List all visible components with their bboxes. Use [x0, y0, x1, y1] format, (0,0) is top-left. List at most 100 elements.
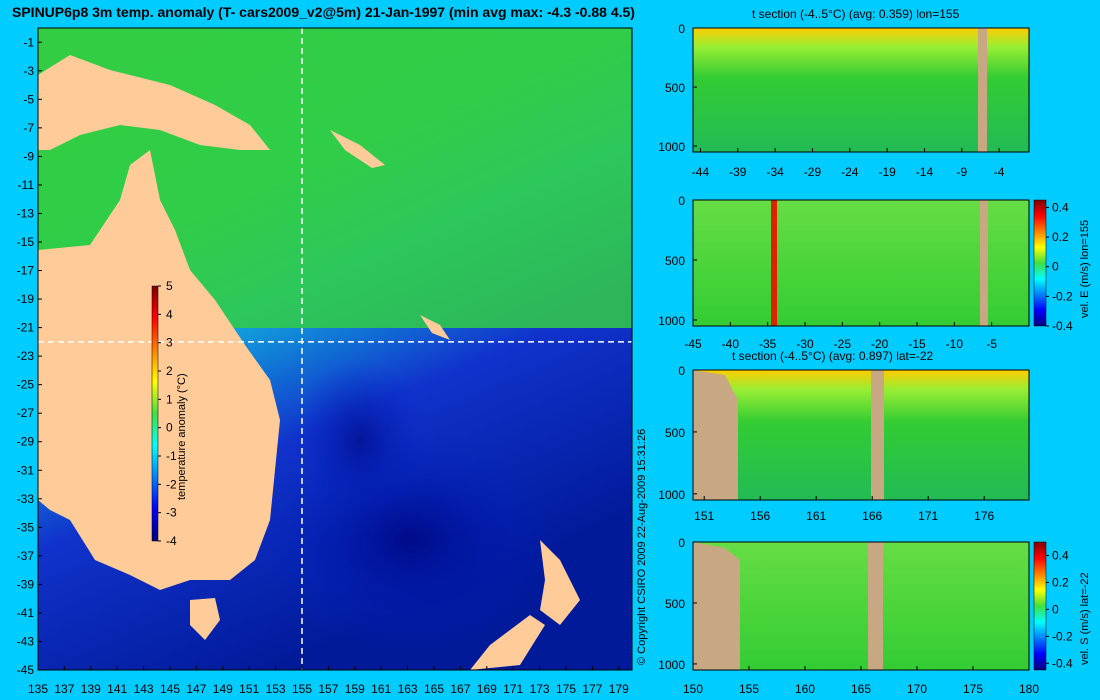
section-2-colorbar-ticks: 0.4 0.2 0 -0.2 -0.4 [1046, 200, 1073, 333]
section-4-colorbar [1033, 541, 1047, 671]
land-solomon-islands [330, 130, 385, 168]
section-x-tick-label: -14 [916, 165, 934, 179]
map-y-tick-label: -35 [17, 520, 35, 534]
section-colorbar-tick-label: 0 [1052, 260, 1059, 274]
map-y-tick-label: -1 [23, 35, 34, 49]
map-x-tick-label: 179 [609, 682, 629, 696]
section-x-tick-label: 165 [851, 682, 871, 696]
section-colorbar-tick-label: 0.2 [1052, 230, 1069, 244]
section-panel-3: 151 156 161 166 171 176 0 500 1000 [658, 364, 1030, 523]
section-x-tick-label: -25 [834, 337, 852, 351]
section-3-land-mid [871, 370, 884, 500]
map-colorbar-tick-label: -4 [166, 534, 177, 548]
section-x-tick-label: -30 [796, 337, 814, 351]
section-2-colorbar [1033, 199, 1047, 327]
section-2-jet [771, 200, 777, 326]
section-1-field [693, 28, 1029, 152]
section-x-tick-label: 150 [683, 682, 703, 696]
map-x-tick-label: 147 [186, 682, 206, 696]
map-x-tick-label: 173 [530, 682, 550, 696]
section-colorbar-tick-label: 0.2 [1052, 575, 1069, 589]
map-x-ticks: 135 137 139 141 143 145 147 149 151 153 155 157 159 1… [28, 666, 629, 696]
map-colorbar-tick-label: -1 [166, 449, 177, 463]
section-x-tick-label: -35 [759, 337, 777, 351]
map-colorbar-label: temperature anomaly (°C) [176, 373, 188, 500]
map-colorbar: 5 4 3 2 1 0 -1 -2 -3 -4 [151, 279, 177, 548]
section-3-y-ticks: 0 500 1000 [658, 364, 697, 502]
copyright-text: © Copyright CSIRO 2009 22-Aug-2009 15:31… [636, 428, 648, 665]
map-colorbar-tick-label: -3 [166, 506, 177, 520]
page-title: SPINUP6p8 3m temp. anomaly (T- cars2009_… [12, 4, 635, 20]
section-x-tick-label: 170 [907, 682, 927, 696]
land-new-caledonia [420, 315, 450, 340]
section-2-x-ticks: -45 -40 -35 -30 -25 -20 -15 -10 -5 [684, 322, 997, 351]
section-x-tick-label: -40 [722, 337, 740, 351]
land-nz-south [470, 615, 545, 670]
section-colorbar-tick-label: -0.4 [1052, 656, 1073, 670]
map-x-tick-label: 169 [477, 682, 497, 696]
land-new-guinea [38, 55, 270, 150]
map-x-tick-label: 137 [54, 682, 74, 696]
section-colorbar-tick-label: -0.2 [1052, 289, 1073, 303]
section-panel-4: 150 155 160 165 170 175 180 0 500 1000 0.4 0.2 0 -0… [658, 536, 1073, 696]
section-4-y-ticks: 0 500 1000 [658, 536, 697, 672]
map-y-tick-label: -27 [17, 406, 35, 420]
map-x-tick-label: 135 [28, 682, 48, 696]
map-x-tick-label: 143 [134, 682, 154, 696]
section-x-tick-label: -24 [841, 165, 859, 179]
section-3-land-west [693, 370, 738, 500]
section-4-land-west [693, 542, 740, 670]
section-2-colorbar-label: vel. E (m/s) lon=155 [1079, 219, 1091, 318]
section-2-frame [692, 199, 1030, 327]
map-cold-eddy [290, 360, 430, 520]
section-y-tick-label: 0 [678, 364, 685, 378]
section-2-field [693, 200, 1029, 326]
map-y-tick-label: -41 [17, 606, 35, 620]
map-y-tick-label: -11 [18, 178, 35, 192]
section-2-land [980, 200, 988, 326]
section-x-tick-label: -29 [804, 165, 822, 179]
section-x-tick-label: -4 [994, 165, 1005, 179]
section-1-frame [692, 27, 1030, 153]
map-y-tick-label: -15 [17, 235, 35, 249]
land-australia [38, 150, 280, 590]
section-y-tick-label: 500 [665, 254, 685, 268]
section-4-colorbar-ticks: 0.4 0.2 0 -0.2 -0.4 [1046, 548, 1073, 670]
map-y-tick-label: -37 [17, 549, 35, 563]
map-colorbar-tick-label: 0 [166, 421, 173, 435]
section-x-tick-label: -5 [986, 337, 997, 351]
section-panel-1: -44 -39 -34 -29 -24 -19 -14 -9 -4 0 500 1000 [658, 22, 1030, 179]
map-y-tick-label: -33 [17, 492, 35, 506]
section-x-tick-label: -45 [684, 337, 702, 351]
section-y-tick-label: 1000 [658, 140, 685, 154]
section-1-y-ticks: 0 500 1000 [658, 22, 697, 154]
map-x-tick-label: 141 [107, 682, 127, 696]
section-x-tick-label: 151 [694, 509, 714, 523]
map-y-tick-label: -29 [17, 435, 35, 449]
map-x-tick-label: 155 [292, 682, 312, 696]
section-4-x-ticks: 150 155 160 165 170 175 180 [683, 666, 1039, 696]
section-colorbar-tick-label: 0.4 [1052, 548, 1069, 562]
map-colorbar-tick-label: 1 [166, 392, 173, 406]
section-4-field [693, 542, 1029, 670]
section-x-tick-label: -44 [692, 165, 710, 179]
map-y-tick-label: -31 [17, 463, 35, 477]
section-3-x-ticks: 151 156 161 166 171 176 [694, 496, 995, 523]
map-colorbar-tick-label: -2 [166, 477, 177, 491]
section-x-tick-label: -10 [946, 337, 964, 351]
map-colorbar-tick-label: 3 [166, 336, 173, 350]
section-x-tick-label: -20 [871, 337, 889, 351]
section-x-tick-label: 160 [795, 682, 815, 696]
map-x-tick-label: 171 [503, 682, 523, 696]
section-y-tick-label: 500 [665, 597, 685, 611]
map-colorbar-tick-label: 2 [166, 364, 173, 378]
section-x-tick-label: -19 [878, 165, 896, 179]
section-x-tick-label: 161 [806, 509, 826, 523]
section-y-tick-label: 1000 [658, 658, 685, 672]
map-x-tick-label: 165 [424, 682, 444, 696]
section-x-tick-label: 176 [974, 509, 994, 523]
section-3-title: t section (-4..5°C) (avg: 0.897) lat=-22 [732, 349, 934, 363]
map-x-tick-label: 161 [371, 682, 391, 696]
map-y-ticks: -1 -3 -5 -7 -9 -11 -13 -15 -17 -19 -21 -23 -25 -27 -29… [17, 35, 42, 677]
map-x-tick-label: 153 [266, 682, 286, 696]
